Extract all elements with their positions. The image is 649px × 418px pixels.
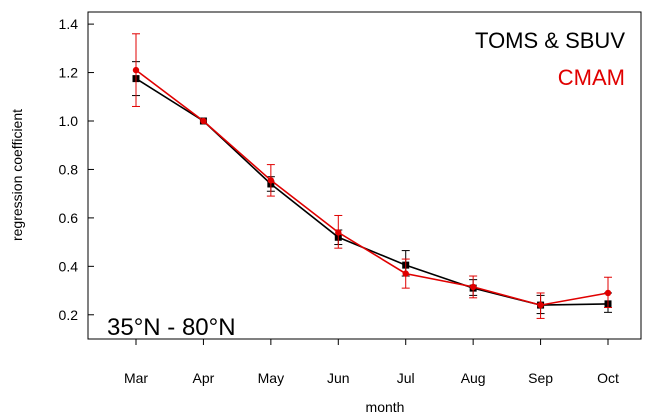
- x-tick-label: May: [258, 370, 284, 386]
- legend-entry-cmam: CMAM: [558, 65, 625, 90]
- data-point: [604, 289, 612, 297]
- series-line: [135, 77, 609, 306]
- series-layer: [132, 33, 613, 319]
- data-point: [402, 270, 409, 277]
- y-axis: 0.2 0.4 0.6 0.8 1.0 1.2 1.4: [59, 16, 94, 323]
- series-line: [135, 69, 609, 306]
- y-tick-label: 0.8: [59, 161, 79, 177]
- plot-frame: [87, 11, 642, 340]
- data-point: [469, 283, 477, 291]
- y-tick-label: 0.6: [59, 210, 79, 226]
- x-tick-label: Aug: [461, 370, 486, 386]
- legend-entry-toms-sbuv: TOMS & SBUV: [475, 28, 625, 53]
- data-point: [200, 117, 207, 125]
- x-axis: Mar Apr May Jun Jul Aug Sep Oct: [124, 339, 619, 386]
- data-point: [132, 66, 140, 74]
- latitude-band-annotation: 35°N - 80°N: [107, 314, 236, 341]
- y-tick-label: 1.2: [59, 65, 79, 81]
- x-tick-label: Sep: [528, 370, 553, 386]
- y-axis-title: regression coefficient: [9, 109, 25, 241]
- x-tick-label: Apr: [193, 370, 215, 386]
- x-tick-label: Jul: [397, 370, 415, 386]
- y-tick-label: 0.4: [59, 258, 79, 274]
- series-1: [132, 33, 613, 319]
- x-tick-label: Oct: [597, 370, 619, 386]
- x-tick-label: Mar: [124, 370, 148, 386]
- y-tick-label: 1.0: [59, 113, 79, 129]
- y-tick-label: 1.4: [59, 16, 79, 32]
- data-point: [537, 301, 544, 309]
- x-tick-label: Jun: [327, 370, 350, 386]
- series-0: [132, 61, 613, 315]
- data-point: [267, 177, 275, 184]
- data-point: [335, 229, 342, 236]
- y-tick-label: 0.2: [59, 307, 79, 323]
- x-axis-title: month: [366, 399, 405, 415]
